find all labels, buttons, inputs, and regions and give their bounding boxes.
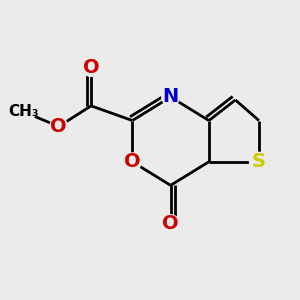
Text: N: N [163,88,179,106]
Circle shape [162,215,179,232]
Text: O: O [162,214,179,233]
Circle shape [124,153,141,171]
Text: O: O [124,152,141,171]
Circle shape [12,100,35,124]
Circle shape [82,59,100,76]
Text: S: S [252,152,266,171]
Text: O: O [83,58,99,77]
Circle shape [250,152,268,171]
Text: CH₃: CH₃ [8,104,39,119]
Text: O: O [50,117,67,136]
Circle shape [50,118,68,135]
Circle shape [162,88,179,106]
